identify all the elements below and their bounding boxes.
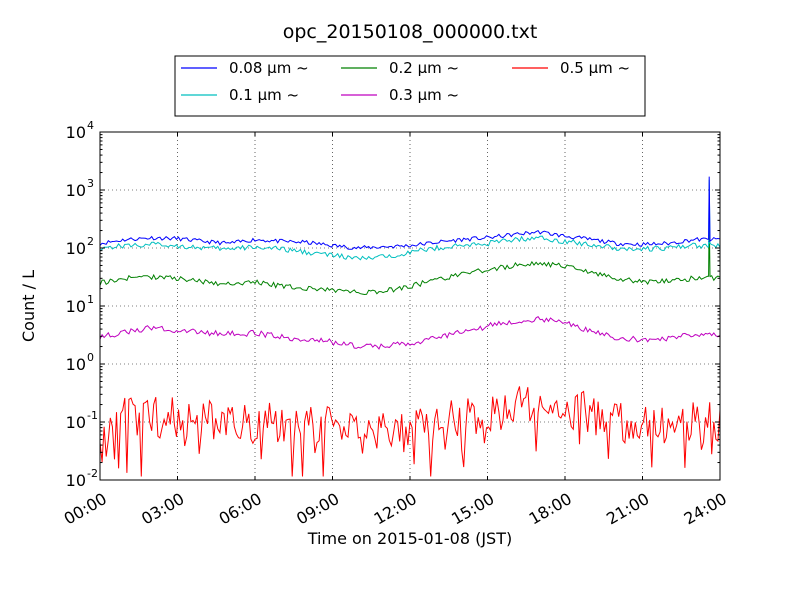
series-line xyxy=(99,386,721,477)
y-tick-exponent: 2 xyxy=(87,235,94,248)
legend: 0.08 µm ~ 0.1 µm ~ 0.2 µm ~ 0.3 µm ~ 0.5 µm … xyxy=(174,55,646,117)
chart-title: opc_20150108_000000.txt xyxy=(283,21,538,43)
y-tick-label: 10 xyxy=(66,297,86,316)
legend-label: 0.5 µm ~ xyxy=(560,59,630,77)
y-tick-exponent: 1 xyxy=(87,293,94,306)
y-tick-label: 10 xyxy=(66,355,86,374)
x-tick-label: 18:00 xyxy=(526,489,575,529)
x-axis-label: Time on 2015-01-08 (JST) xyxy=(307,529,512,548)
x-tick-label: 21:00 xyxy=(603,489,652,529)
y-tick-label: 10 xyxy=(66,413,86,432)
x-tick-label: 06:00 xyxy=(216,489,265,529)
series-line xyxy=(99,211,721,296)
x-tick-label: 24:00 xyxy=(681,489,730,529)
y-tick-exponent: 3 xyxy=(87,177,94,190)
legend-label: 0.2 µm ~ xyxy=(389,59,459,77)
y-tick-label: 10 xyxy=(66,123,86,142)
series-line xyxy=(99,179,721,261)
legend-label: 0.1 µm ~ xyxy=(229,86,299,104)
y-tick-exponent: -1 xyxy=(87,409,98,422)
y-axis-label: Count / L xyxy=(19,270,38,342)
x-tick-label: 09:00 xyxy=(293,489,342,529)
x-tick-label: 12:00 xyxy=(371,489,420,529)
series-line xyxy=(99,316,721,350)
y-tick-exponent: -2 xyxy=(87,467,98,480)
series-line xyxy=(99,176,721,250)
x-tick-label: 00:00 xyxy=(61,489,110,529)
series-lines xyxy=(99,176,721,477)
y-tick-exponent: 0 xyxy=(87,351,94,364)
legend-label: 0.3 µm ~ xyxy=(389,86,459,104)
legend-frame xyxy=(174,55,646,117)
legend-label: 0.08 µm ~ xyxy=(229,59,309,77)
y-tick-label: 10 xyxy=(66,239,86,258)
x-tick-label: 03:00 xyxy=(138,489,187,529)
grid xyxy=(100,132,720,480)
y-tick-exponent: 4 xyxy=(87,119,94,132)
y-tick-label: 10 xyxy=(66,471,86,490)
axis-ticks: 00:00 03:00 06:00 09:00 12:00 15:00 18:00 21:00… xyxy=(61,119,730,529)
x-tick-label: 15:00 xyxy=(448,489,497,529)
y-tick-label: 10 xyxy=(66,181,86,200)
